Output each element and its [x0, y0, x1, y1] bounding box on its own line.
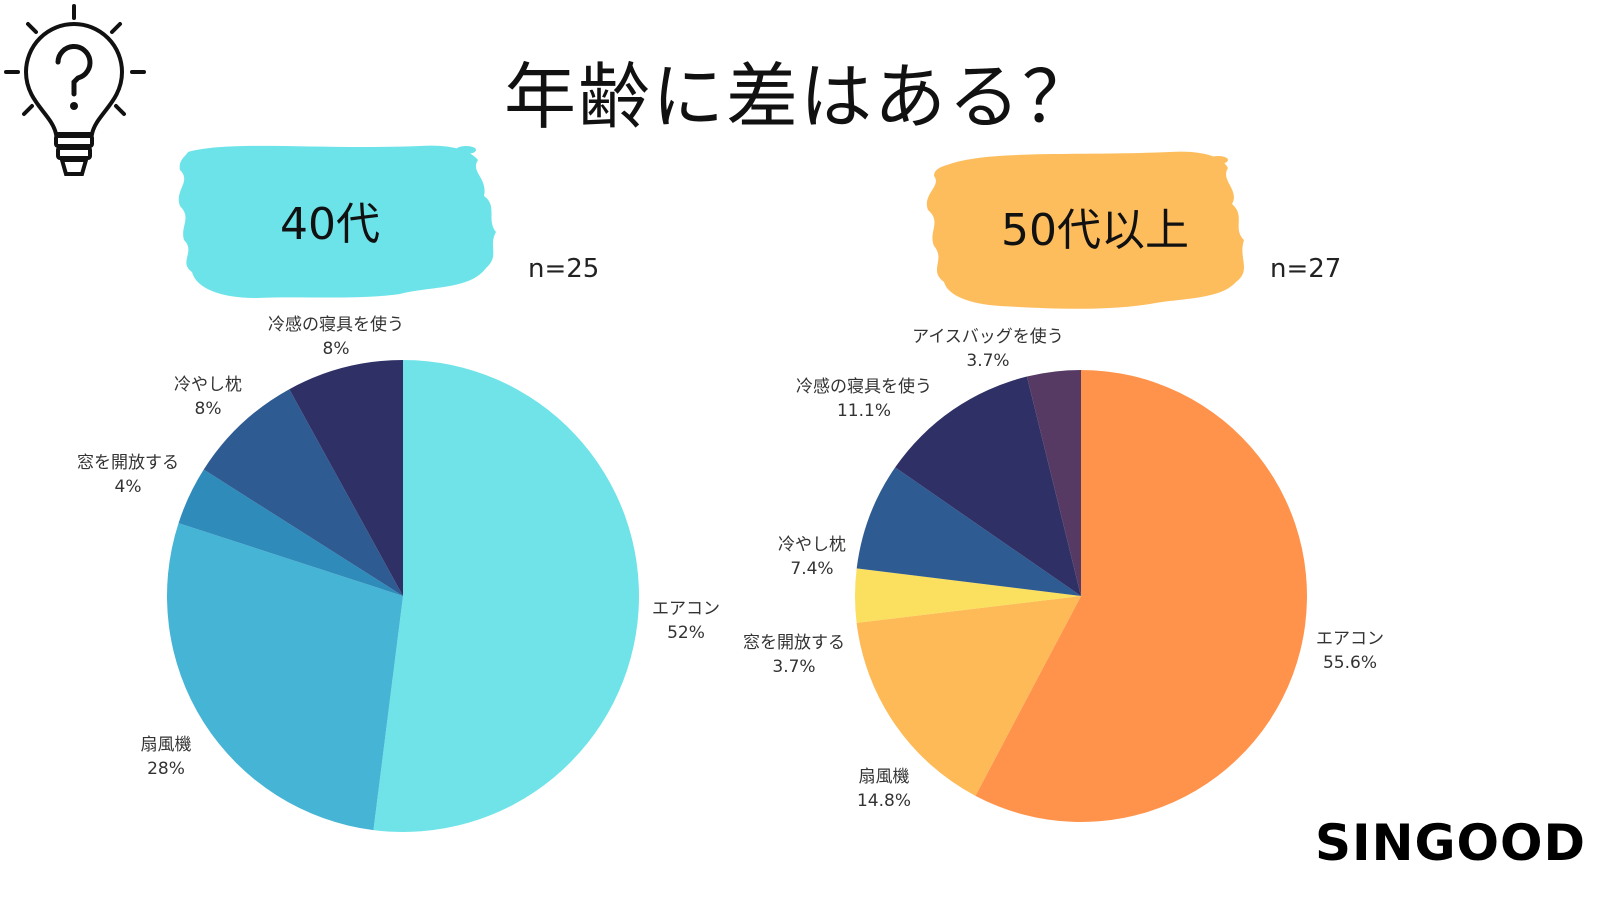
- slice-category-label-0-4: 冷感の寝具を使う: [268, 314, 404, 335]
- slice-category-label-0-3: 冷やし枕: [174, 375, 242, 395]
- slice-category-label-1-3: 冷やし枕: [778, 535, 846, 555]
- pie-slice-0-4: [289, 360, 403, 596]
- badge-brush-40s: [178, 145, 496, 298]
- slice-value-label-0-3: 8%: [195, 399, 222, 419]
- pie-slice-1-1: [856, 596, 1081, 796]
- slice-value-label-1-3: 7.4%: [790, 559, 833, 579]
- slice-category-label-1-5: アイスバッグを使う: [912, 326, 1064, 347]
- chart-title-50s: 50代以上: [1001, 205, 1189, 256]
- lightbulb-question-icon: [4, 2, 154, 191]
- slice-value-label-1-2: 3.7%: [772, 657, 815, 677]
- slice-value-label-1-1: 14.8%: [857, 791, 911, 811]
- slice-category-label-1-2: 窓を開放する: [743, 633, 845, 653]
- slice-value-label-0-1: 28%: [147, 759, 185, 779]
- pie-slice-1-0: [975, 370, 1308, 822]
- chart-title-40s: 40代: [280, 199, 380, 250]
- pie-slice-0-0: [373, 360, 639, 832]
- pie-slice-1-5: [1026, 370, 1081, 596]
- badge-brush-50s: [926, 151, 1244, 309]
- slice-category-label-0-1: 扇風機: [141, 735, 192, 755]
- page-title: 年齢に差はある？: [503, 55, 1096, 139]
- slice-value-label-1-4: 11.1%: [837, 401, 891, 421]
- slice-value-label-1-5: 3.7%: [966, 351, 1009, 371]
- sample-size-50s: n=27: [1270, 254, 1342, 284]
- pie-slice-1-4: [895, 376, 1081, 596]
- pie-slice-1-2: [855, 568, 1081, 623]
- pie-slice-0-2: [178, 469, 403, 596]
- pie-slice-0-3: [203, 389, 403, 596]
- slice-value-label-0-2: 4%: [115, 477, 142, 497]
- slice-value-label-0-0: 52%: [667, 623, 705, 643]
- slice-category-label-1-1: 扇風機: [859, 767, 910, 787]
- slice-value-label-0-4: 8%: [323, 339, 350, 359]
- brand-logo: SINGOOD: [1314, 814, 1586, 872]
- slice-category-label-0-2: 窓を開放する: [77, 453, 179, 473]
- slice-category-label-0-0: エアコン: [652, 599, 720, 619]
- slice-category-label-1-4: 冷感の寝具を使う: [796, 376, 932, 397]
- slice-value-label-1-0: 55.6%: [1323, 653, 1377, 673]
- slice-category-label-1-0: エアコン: [1316, 629, 1384, 649]
- pie-slice-1-3: [856, 467, 1081, 596]
- pie-slice-0-1: [166, 523, 403, 831]
- sample-size-40s: n=25: [528, 254, 600, 284]
